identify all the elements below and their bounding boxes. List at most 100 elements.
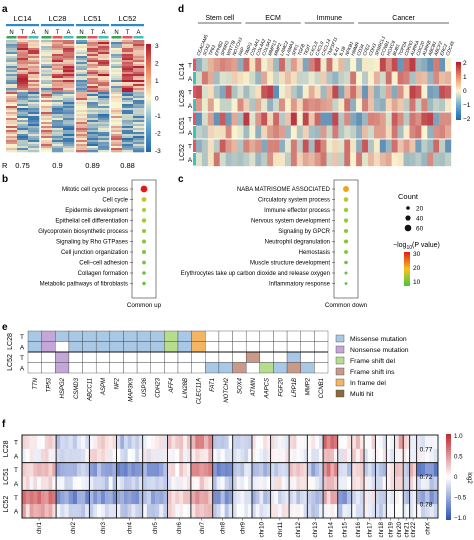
mutation-cell xyxy=(205,341,220,353)
cnv-cell xyxy=(175,490,180,505)
cnv-cell xyxy=(315,490,320,505)
row-sub-bar xyxy=(193,112,196,125)
heat-cell xyxy=(41,60,53,63)
cnv-cell xyxy=(403,435,407,450)
cnv-cell xyxy=(323,504,327,519)
heat-cell xyxy=(385,98,392,113)
heat-cell xyxy=(243,112,250,126)
heat-cell xyxy=(63,90,75,93)
cnv-cell xyxy=(89,490,94,505)
mutation-cell xyxy=(314,351,329,363)
heat-cell xyxy=(362,112,369,126)
heat-cell xyxy=(63,62,75,65)
heat-cell xyxy=(28,122,40,125)
heat-cell xyxy=(28,132,40,135)
cnv-cell xyxy=(429,476,434,491)
cnv-cell xyxy=(403,490,407,505)
cnv-cell xyxy=(22,490,26,505)
mutation-cell xyxy=(300,330,315,342)
cnv-cell xyxy=(159,504,164,519)
heat-cell xyxy=(111,120,123,123)
cnv-cell xyxy=(155,490,160,505)
heat-cell xyxy=(320,125,327,140)
heat-cell xyxy=(122,118,134,121)
heat-cell xyxy=(344,58,351,72)
cnv-cell xyxy=(220,448,225,463)
cnv-cell xyxy=(64,462,69,477)
chromosome-label: chr13 xyxy=(312,521,319,537)
heat-cell xyxy=(433,139,440,153)
sub-label-a: A xyxy=(66,30,70,36)
heat-cell xyxy=(41,94,53,97)
heat-cell xyxy=(28,66,40,69)
cnv-cell xyxy=(212,462,217,477)
panel-b-xlabel: Common up xyxy=(127,302,162,309)
cnv-cell xyxy=(303,490,308,505)
heat-cell xyxy=(320,98,327,113)
cnv-cell xyxy=(248,448,253,463)
heat-cell xyxy=(332,152,339,167)
go-term-dot xyxy=(343,197,349,202)
cnv-cell xyxy=(255,448,260,463)
heat-cell xyxy=(296,112,303,126)
heat-cell xyxy=(76,42,88,45)
heat-cell xyxy=(17,58,29,61)
colorbar-tick: 3 xyxy=(155,43,159,50)
cnv-cell xyxy=(334,448,338,463)
heat-cell xyxy=(122,48,134,51)
cnv-cell xyxy=(72,448,78,463)
heat-cell xyxy=(41,126,53,129)
heat-cell xyxy=(87,146,99,149)
heat-cell xyxy=(98,144,110,147)
cnv-cell xyxy=(425,476,430,491)
sub-bar xyxy=(6,36,17,39)
cnv-cell xyxy=(281,462,286,477)
cnv-cell xyxy=(89,462,94,477)
heat-cell xyxy=(28,92,40,95)
heat-cell xyxy=(6,102,18,105)
panel-d: d Stem cell ECM Immune Cancer CEACAM5SOX2TP… xyxy=(178,4,471,167)
cnv-cell xyxy=(270,476,275,491)
heat-cell xyxy=(409,85,416,99)
cnv-cell xyxy=(266,435,271,450)
heat-cell xyxy=(87,134,99,137)
cnv-cell xyxy=(278,462,282,477)
cnv-cell xyxy=(220,490,225,505)
heat-cell xyxy=(279,58,286,72)
heat-cell xyxy=(52,96,64,99)
cnv-cell xyxy=(167,490,172,505)
panel-e-label: e xyxy=(2,322,8,333)
heat-cell xyxy=(98,56,110,59)
heat-cell xyxy=(267,139,274,153)
cnv-cell xyxy=(390,462,395,477)
heat-cell xyxy=(98,120,110,123)
cnv-cell xyxy=(303,504,308,519)
heat-cell xyxy=(6,70,18,73)
heat-cell xyxy=(290,112,298,126)
heat-cell xyxy=(28,50,40,53)
heat-cell xyxy=(409,58,416,72)
heat-cell xyxy=(445,58,452,72)
cnv-cell xyxy=(208,435,213,450)
mutation-cell xyxy=(164,330,179,342)
heat-cell xyxy=(255,71,262,86)
heat-cell xyxy=(379,71,386,86)
cnv-cell xyxy=(263,476,268,491)
cnv-cell xyxy=(112,448,117,463)
heat-cell xyxy=(17,76,29,79)
mutation-cell xyxy=(300,341,315,353)
heat-cell xyxy=(111,124,123,127)
heat-cell xyxy=(273,98,280,113)
heat-cell xyxy=(6,144,18,147)
heat-cell xyxy=(63,58,75,61)
cnv-cell xyxy=(337,435,343,450)
mutation-cell xyxy=(27,341,42,353)
mutation-cell xyxy=(95,351,111,363)
cnv-cell xyxy=(326,504,331,519)
heat-cell xyxy=(52,82,64,85)
heat-cell xyxy=(344,125,351,140)
heat-cell xyxy=(6,52,18,55)
heat-cell xyxy=(356,71,363,86)
